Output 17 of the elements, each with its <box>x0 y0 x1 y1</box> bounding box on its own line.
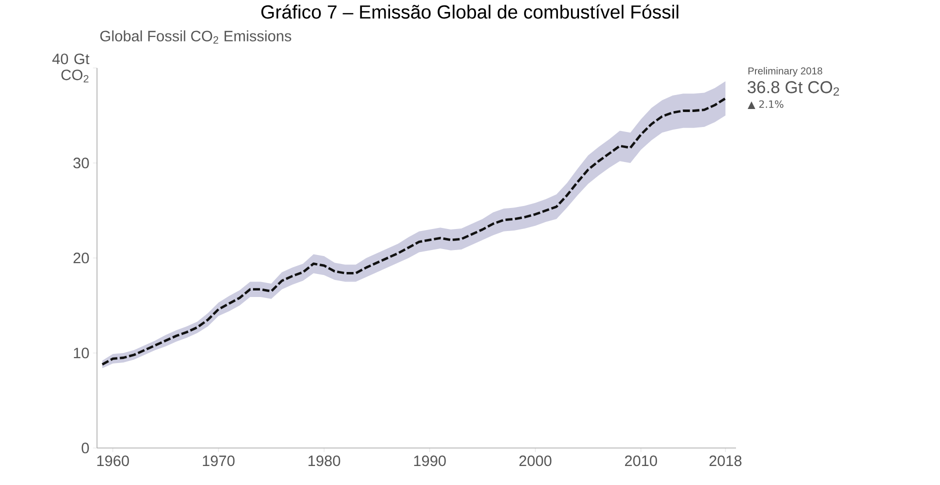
x-tick-label: 2018 <box>710 456 742 466</box>
y-tick-label: 10 <box>74 348 89 358</box>
x-tick-label: 1980 <box>308 456 340 466</box>
chart-title: Gráfico 7 – Emissão Global de combustível Fóssil <box>261 4 678 19</box>
x-tick-label: 1970 <box>202 456 235 466</box>
annotation: 36.8 Gt CO$_{2}$ <box>748 81 839 96</box>
x-tick-label: 2010 <box>625 456 658 466</box>
text: Preliminary 2018 <box>748 67 822 76</box>
text: ▲ 2.1% <box>748 100 784 110</box>
chart-subtitle: Global Fossil CO$_{2}$ Emissions <box>100 30 292 44</box>
y-tick-label: 0 <box>82 442 89 454</box>
y-tick-label: 20 <box>74 252 89 264</box>
x-tick-label: 1990 <box>414 456 446 466</box>
x-tick-label: 1960 <box>97 456 129 466</box>
x-tick-label: 2000 <box>519 456 552 466</box>
y-tick-label: 40 Gt CO$_{2}$ <box>52 54 90 82</box>
y-tick-label: 30 <box>73 158 89 168</box>
